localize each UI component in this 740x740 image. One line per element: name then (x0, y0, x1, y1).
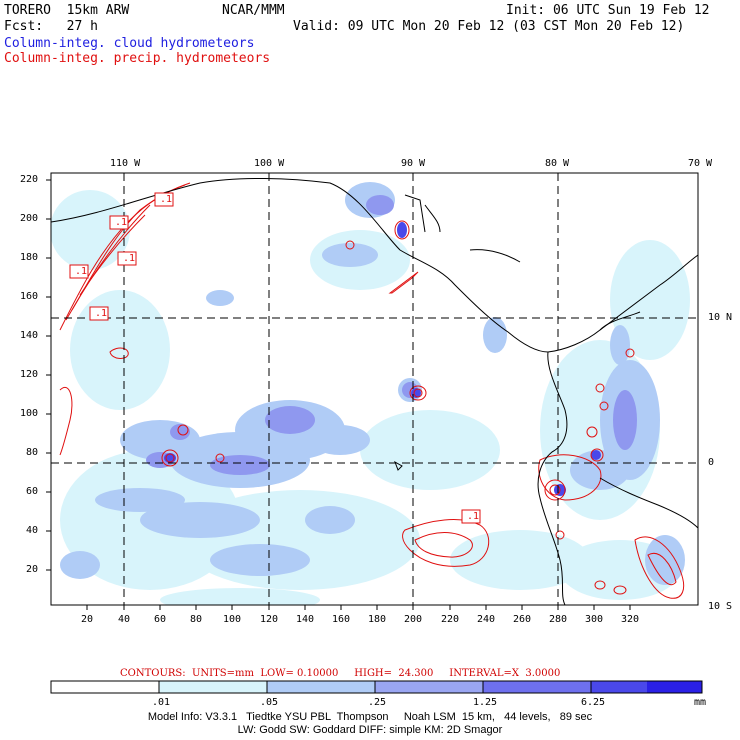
x-tick-label: 200 (404, 614, 423, 625)
x-tick-label: 160 (332, 614, 351, 625)
contour-label-boxes (69, 192, 481, 524)
x-tick-label: 240 (477, 614, 496, 625)
contour-label: .1 (160, 194, 173, 205)
contour-label: .1 (467, 511, 480, 522)
colorbar-label: .01 (152, 697, 171, 708)
x-tick-label: 140 (296, 614, 315, 625)
contour-label: .1 (95, 308, 108, 319)
colorbar-label: 6.25 (581, 697, 606, 708)
y-tick-label: 100 (20, 408, 39, 419)
y-tick-label: 220 (20, 174, 39, 185)
x-tick-label: 180 (368, 614, 387, 625)
x-tick-label: 20 (81, 614, 94, 625)
colorbar-label: .25 (368, 697, 387, 708)
y-tick-label: 120 (20, 369, 39, 380)
lon-label: 80 W (545, 158, 570, 169)
x-tick-label: 60 (154, 614, 167, 625)
lon-label: 90 W (401, 158, 426, 169)
contour-info: CONTOURS: UNITS=mm LOW= 0.10000 HIGH= 24… (120, 668, 561, 679)
colorbar (50, 680, 703, 694)
center-label: NCAR/MMM (222, 3, 285, 18)
field-cloud-label: Column-integ. cloud hydrometeors (4, 36, 255, 51)
lat-label: 10 N (708, 312, 733, 323)
map-frame (50, 172, 699, 606)
y-tick-label: 140 (20, 330, 39, 341)
lat-lon-grid (51, 173, 698, 605)
y-tick-marks (46, 179, 51, 571)
colorbar-label: 1.25 (473, 697, 498, 708)
hydrometeor-field (51, 178, 698, 605)
y-tick-label: 180 (20, 252, 39, 263)
lon-label: 70 W (688, 158, 713, 169)
colorbar-label: .05 (260, 697, 279, 708)
y-tick-label: 60 (26, 486, 39, 497)
contour-label: .1 (75, 266, 88, 277)
y-tick-label: 200 (20, 213, 39, 224)
y-tick-label: 80 (26, 447, 39, 458)
x-tick-label: 120 (260, 614, 279, 625)
model-title: TORERO 15km ARW (4, 3, 130, 18)
x-tick-label: 300 (585, 614, 604, 625)
y-tick-label: 40 (26, 525, 39, 536)
x-tick-label: 320 (621, 614, 640, 625)
colorbar-unit: mm (694, 697, 707, 708)
init-time: Init: 06 UTC Sun 19 Feb 12 (506, 3, 710, 18)
x-tick-label: 80 (190, 614, 203, 625)
x-tick-label: 100 (223, 614, 242, 625)
y-tick-label: 20 (26, 564, 39, 575)
model-info: Model Info: V3.3.1 Tiedtke YSU PBL Thomp… (147, 711, 593, 723)
x-tick-marks (86, 605, 631, 610)
model-physics: LW: Godd SW: Goddard DIFF: simple KM: 2D… (237, 724, 503, 736)
forecast-hour: Fcst: 27 h (4, 19, 98, 34)
lat-label: 0 (708, 457, 715, 468)
field-precip-label: Column-integ. precip. hydrometeors (4, 51, 271, 66)
x-tick-label: 220 (441, 614, 460, 625)
valid-time: Valid: 09 UTC Mon 20 Feb 12 (03 CST Mon … (293, 19, 685, 34)
contour-label: .1 (123, 253, 136, 264)
lon-label: 100 W (254, 158, 285, 169)
lon-label: 110 W (110, 158, 141, 169)
x-tick-label: 280 (549, 614, 568, 625)
x-tick-label: 260 (513, 614, 532, 625)
x-tick-label: 40 (118, 614, 131, 625)
contour-label: .1 (115, 217, 128, 228)
lat-label: 10 S (708, 601, 733, 612)
y-tick-label: 160 (20, 291, 39, 302)
